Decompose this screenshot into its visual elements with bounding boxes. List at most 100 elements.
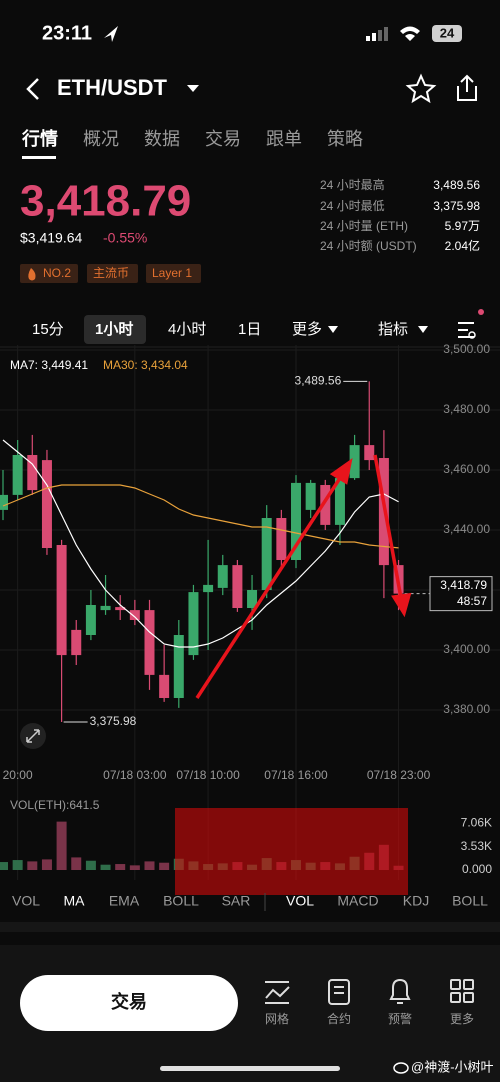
indicator-tab[interactable]: MA <box>64 893 86 909</box>
y-tick-label: 3,480.00 <box>443 402 490 416</box>
interval[interactable]: 1小时 <box>95 321 133 338</box>
volume-bar <box>56 821 67 870</box>
action-label[interactable]: 合约 <box>327 1011 351 1026</box>
stat-value: 2.04亿 <box>445 238 480 253</box>
candle-body <box>56 545 67 656</box>
candle-body <box>232 565 243 608</box>
low-label: 3,375.98 <box>90 714 137 728</box>
interval-more[interactable]: 更多 <box>292 321 322 338</box>
tab[interactable]: 数据 <box>144 129 180 149</box>
pair-title[interactable]: ETH/USDT <box>57 75 168 100</box>
candle-body <box>41 460 52 549</box>
x-tick-label: 07/18 10:00 <box>176 768 240 782</box>
more-icon[interactable] <box>450 979 474 1003</box>
indicator-menu[interactable]: 指标 <box>378 321 408 338</box>
y-tick-label: 3,460.00 <box>443 462 490 476</box>
tab[interactable]: 策略 <box>327 129 363 149</box>
candle-body <box>334 478 345 525</box>
share-button[interactable] <box>457 74 477 101</box>
favorite-button[interactable] <box>405 73 437 104</box>
y-tick-label: 3,380.00 <box>443 702 490 716</box>
trade-button-label[interactable]: 交易 <box>111 991 147 1012</box>
volume-bar <box>129 865 140 870</box>
action-label[interactable]: 网格 <box>265 1011 289 1026</box>
tag-label[interactable]: Layer 1 <box>152 266 192 280</box>
volume-bar <box>0 862 8 870</box>
tag-label[interactable]: 主流币 <box>93 266 129 280</box>
grid-icon[interactable] <box>265 981 290 1004</box>
tab[interactable]: 行情 <box>21 128 58 149</box>
y-tick-label: 3,400.00 <box>443 642 490 656</box>
volume-bar <box>27 861 38 870</box>
location-icon <box>104 26 118 42</box>
section-gap <box>0 922 500 932</box>
indicator-tab[interactable]: MACD <box>337 893 378 909</box>
volume-bar <box>85 860 96 870</box>
dropdown-icon <box>418 326 428 333</box>
tag[interactable] <box>146 264 201 283</box>
action-label[interactable]: 预警 <box>388 1011 412 1026</box>
tab[interactable]: 概况 <box>83 129 119 149</box>
alert-icon[interactable] <box>389 978 411 1004</box>
indicator-tab[interactable]: BOLL <box>163 893 199 909</box>
expand-icon <box>26 729 40 743</box>
last-price: 3,418.79 <box>20 177 191 226</box>
candle-body <box>364 445 375 461</box>
contract-icon[interactable] <box>328 979 350 1005</box>
moving-average-line <box>2 439 399 648</box>
tab[interactable]: 跟单 <box>266 129 302 149</box>
candle-body <box>100 605 111 611</box>
stat-label: 24 小时最低 <box>320 199 385 213</box>
y-tick-label: 3.53K <box>461 839 492 853</box>
tag[interactable] <box>87 264 138 283</box>
action-label[interactable]: 更多 <box>450 1012 474 1026</box>
annotation-arrows <box>195 454 412 699</box>
candle-body <box>71 629 82 656</box>
interval-selected <box>84 315 146 344</box>
stat-value: 3,375.98 <box>433 199 480 213</box>
stat-value: 5.97万 <box>445 219 480 233</box>
back-button[interactable] <box>26 78 39 100</box>
signal-icon <box>366 27 388 41</box>
legend-ma7: MA7: 3,449.41 <box>10 358 88 372</box>
candle-body <box>203 584 214 593</box>
battery-level: 24 <box>440 25 455 40</box>
indicator-tab[interactable]: EMA <box>109 893 140 909</box>
tag-label[interactable]: NO.2 <box>43 266 71 280</box>
candle-body <box>247 589 258 608</box>
candle-body <box>305 482 316 510</box>
y-tick-label: 0.000 <box>462 862 492 876</box>
volume-bar <box>115 864 126 870</box>
indicator-tab[interactable]: BOLL <box>452 893 488 909</box>
tab[interactable]: 交易 <box>205 129 241 149</box>
tab-indicator <box>22 156 56 159</box>
interval[interactable]: 1日 <box>238 321 261 338</box>
candle-body <box>129 610 140 620</box>
candle-body <box>217 565 228 588</box>
candle-body <box>291 482 301 560</box>
status-time: 23:11 <box>42 22 92 44</box>
candle-body <box>12 455 23 495</box>
last-price-label: 3,418.79 <box>440 578 487 592</box>
x-tick-label: 07/18 23:00 <box>367 768 431 782</box>
indicator-tab[interactable]: SAR <box>222 893 251 909</box>
volume-bar <box>144 861 155 870</box>
stat-value: 3,489.56 <box>433 178 480 192</box>
indicator-tab[interactable]: KDJ <box>403 893 429 909</box>
candle-body <box>188 592 199 656</box>
settings-icon[interactable] <box>458 322 474 338</box>
usd-price: $3,419.64 <box>20 230 82 246</box>
indicator-tab[interactable]: VOL <box>286 893 314 909</box>
candle-body <box>115 607 126 611</box>
indicator-tab[interactable]: VOL <box>12 893 40 909</box>
interval[interactable]: 15分 <box>32 321 64 338</box>
trade-button[interactable] <box>20 975 238 1031</box>
interval[interactable]: 4小时 <box>168 321 206 338</box>
x-tick-label: 20:00 <box>3 768 33 782</box>
pair-dropdown[interactable] <box>187 85 199 92</box>
candle-body <box>144 610 155 675</box>
y-tick-label: 3,500.00 <box>443 342 490 356</box>
last-price-box <box>429 576 493 612</box>
